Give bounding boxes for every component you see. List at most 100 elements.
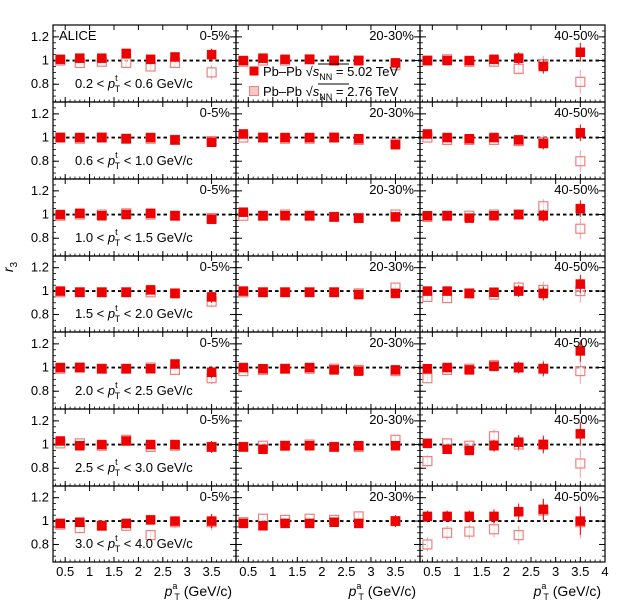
panel-grid: 0-5%0.2 < pt T < 0.6 GeV/c0.811.2 ALICE 20-… [31, 24, 609, 602]
marker-5p02 [422, 438, 433, 449]
x-tick-label: 1.5 [105, 564, 123, 579]
marker-5p02 [121, 436, 131, 446]
x-tick-label: 4 [601, 564, 608, 579]
marker-5p02 [170, 439, 180, 450]
marker-5p02 [513, 286, 524, 296]
marker-2p76 [513, 63, 524, 74]
legend-entry-2p76: Pb–Pb √sNN = 2.76 TeV [263, 84, 399, 102]
x-tick-label: 3.5 [386, 564, 404, 579]
panel-r3-c1: 0-5% 1.0 < pt T < 1.5 GeV/c 0.8 1 1.2 [31, 178, 237, 257]
marker-2p76 [422, 456, 433, 467]
x-tick-label: 1.5 [288, 564, 306, 579]
marker-5p02 [464, 133, 475, 144]
marker-2p76 [422, 373, 433, 384]
marker-5p02 [390, 440, 401, 451]
marker-5p02 [121, 209, 131, 220]
x-tick-label: 2 [318, 564, 325, 579]
marker-5p02 [280, 440, 290, 451]
marker-5p02 [464, 365, 475, 375]
y-tick-label: 0.8 [31, 230, 49, 245]
x-tick-label: 0.5 [56, 564, 74, 579]
centrality-label: 20-30% [369, 105, 414, 120]
marker-5p02 [75, 440, 85, 451]
marker-5p02 [304, 440, 315, 451]
marker-5p02 [55, 286, 66, 296]
marker-5p02 [238, 362, 249, 373]
marker-5p02 [489, 132, 499, 143]
marker-5p02 [121, 363, 131, 374]
marker-2p76 [422, 539, 433, 550]
marker-5p02 [145, 208, 156, 219]
centrality-label: 40-50% [554, 335, 599, 350]
x-tick-label: 1 [86, 564, 93, 579]
marker-5p02 [575, 203, 586, 214]
marker-5p02 [538, 288, 549, 299]
marker-5p02 [121, 287, 131, 297]
y-tick-label: 1.2 [31, 106, 49, 121]
marker-5p02 [145, 54, 156, 65]
marker-5p02 [258, 363, 268, 374]
centrality-label: 40-50% [554, 489, 599, 504]
marker-2p76 [488, 431, 500, 442]
y-tick-label: 1.2 [31, 336, 49, 351]
pt-trigger-range-label: 3.0 < pt T < 4.0 GeV/c [75, 533, 193, 554]
y-tick-label: 1 [42, 513, 49, 528]
pt-trigger-range-label: 1.5 < pt T < 2.0 GeV/c [75, 303, 193, 324]
marker-5p02 [170, 288, 180, 299]
marker-5p02 [238, 518, 249, 529]
y-tick-label: 0.8 [31, 153, 49, 168]
marker-2p76 [575, 76, 586, 87]
pt-trigger-range-label: 2.5 < pt T < 3.0 GeV/c [75, 457, 193, 478]
marker-5p02 [513, 53, 524, 63]
marker-5p02 [422, 129, 433, 139]
marker-5p02 [329, 55, 339, 66]
panel-r3-c2: 20-30% [235, 178, 421, 257]
marker-5p02 [390, 212, 401, 222]
marker-5p02 [280, 287, 290, 297]
marker-5p02 [464, 511, 475, 522]
marker-5p02 [489, 511, 499, 522]
panel-r4-c1: 0-5% 1.5 < pt T < 2.0 GeV/c 0.8 1 1.2 [31, 255, 237, 333]
marker-5p02 [422, 210, 433, 221]
marker-5p02 [489, 440, 499, 451]
marker-5p02 [97, 287, 107, 297]
panel-r6-c2: 20-30% [235, 408, 421, 487]
centrality-label: 0-5% [200, 412, 231, 427]
marker-5p02 [442, 210, 452, 221]
marker-5p02 [258, 132, 268, 143]
marker-5p02 [442, 511, 452, 522]
panel-r1-c1: 0-5% 0.2 < pt T < 0.6 GeV/c 0.8 1 1.2 ALICE [31, 24, 237, 103]
marker-5p02 [206, 137, 217, 148]
marker-5p02 [121, 518, 131, 529]
panel-r5-c1: 0-5% 2.0 < pt T < 2.5 GeV/c 0.8 1 1.2 [31, 331, 237, 410]
marker-5p02 [575, 346, 586, 356]
y-tick-label: 1 [42, 53, 49, 68]
y-tick-label: 0.8 [31, 76, 49, 91]
marker-2p76 [575, 156, 586, 167]
marker-5p02 [442, 286, 452, 296]
y-tick-label: 1.2 [31, 260, 49, 275]
marker-5p02 [258, 444, 268, 455]
x-tick-label: 3 [367, 564, 374, 579]
x-tick-label: 1 [269, 564, 276, 579]
y-tick-label: 1.2 [31, 413, 49, 428]
marker-5p02 [55, 436, 66, 446]
marker-5p02 [353, 213, 364, 223]
marker-5p02 [489, 210, 499, 221]
marker-5p02 [145, 285, 156, 295]
centrality-label: 20-30% [369, 259, 414, 274]
marker-5p02 [121, 133, 131, 144]
marker-5p02 [513, 437, 524, 447]
marker-2p76 [121, 57, 132, 69]
marker-5p02 [422, 363, 433, 374]
pt-trigger-range-label: 0.6 < pt T < 1.0 GeV/c [75, 150, 193, 171]
marker-5p02 [513, 362, 524, 373]
centrality-label: 40-50% [554, 412, 599, 427]
marker-5p02 [75, 287, 85, 297]
x-tick-label: 0.5 [423, 564, 441, 579]
marker-5p02 [464, 288, 475, 299]
y-tick-label: 0.8 [31, 536, 49, 551]
marker-5p02 [304, 518, 315, 529]
panel-r2-c1: 0-5% 0.6 < pt T < 1.0 GeV/c 0.8 1 1.2 [31, 101, 237, 180]
